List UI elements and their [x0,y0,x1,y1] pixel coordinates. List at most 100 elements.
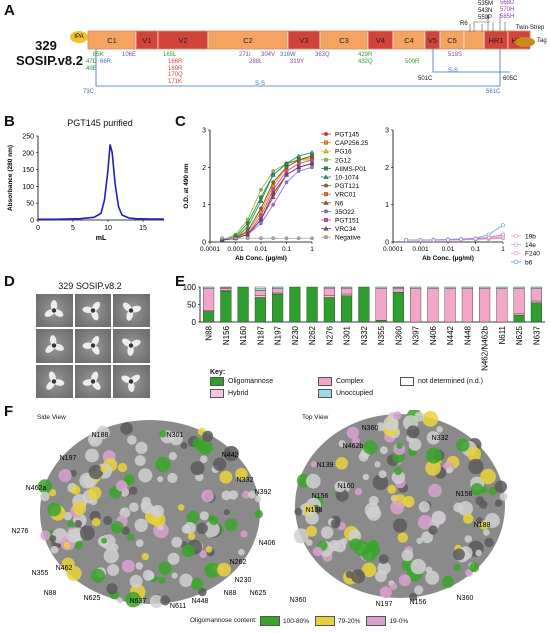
glycan-site-label: N406 [259,540,276,547]
bar-segment [375,320,387,323]
data-point [324,166,328,171]
glycan-site-label: N637 [130,598,147,605]
glycan-blob [406,425,420,439]
oligomannose-legend-item: 100-80% [260,616,309,626]
bar-segment [203,286,215,289]
domain-label: V2 [178,36,187,45]
category-label: N611 [498,325,507,344]
panel-letter-e: E [175,273,186,290]
above-label: 568D [500,0,515,6]
series-line [222,155,313,241]
domain-label: V1 [142,36,151,45]
key-item: Unoccupied [318,389,373,398]
glycan-site-label: N188 [92,432,109,439]
glycan-site-label: N360 [457,595,474,602]
domain-label: V3 [299,36,308,45]
glycan-blob [364,502,380,518]
glycan-blob [171,536,183,548]
category-label: N332 [360,325,369,345]
glycan-blob [416,537,423,544]
trimer-blob [121,374,141,392]
data-point [310,165,314,170]
glycan-blob [129,574,143,588]
glycan-site-label: N88 [44,590,57,597]
glycan-blob [428,483,442,498]
data-point [324,209,328,214]
glycan-blob [63,511,72,521]
construct-line2: SOSIP.v8.2 [16,53,83,68]
glycan-site-label: N156 [456,491,473,498]
axes [392,130,503,243]
category-label: N262 [308,325,317,345]
data-point [324,235,328,240]
data-point [324,218,328,222]
glycan-blob [47,502,62,517]
glycan-blob [362,473,370,481]
mutation-label: 171K [168,78,183,85]
glycan-blob [453,502,464,513]
y-tick-label: 50 [26,201,34,208]
glycan-blob [151,504,164,518]
mutation-106e: 106E [122,52,137,58]
data-point [245,229,250,233]
y-tick-label: 0 [385,240,389,247]
mutation-label: 47D [86,59,98,65]
glycan-blob [141,552,149,561]
class-average-image [113,329,150,363]
glycan-blob [338,440,346,448]
bar-segment [341,286,353,289]
side-view-model [37,420,263,608]
glycan-blob [305,539,313,546]
glycan-blob [470,483,484,496]
lobe [50,300,58,311]
key-swatch [318,377,332,386]
bar-segment [358,286,370,323]
glycan-blob [204,521,220,538]
glycan-blob [346,426,360,440]
key-item: not determined (n.d.) [400,377,483,386]
glycan-blob [186,511,200,524]
y-tick-label: 1 [385,202,389,209]
oligomannose-legend-item: 79-20% [315,616,360,626]
key-swatch [318,389,332,398]
glycan-blob [219,470,233,484]
glycan-blob [367,539,379,551]
x-tick-label: 0.0001 [383,246,403,253]
x-tick-label: 0.01 [255,246,268,253]
data-point [270,194,276,199]
glycan-bar-chart: 0 50 100 N88 N156 N160 N187 N197 N230 N262 N276 N30… [183,283,545,371]
category-label: N187 [256,325,265,345]
data-point [296,153,302,158]
glycan-site-label: N230 [235,577,252,584]
data-point [284,236,289,241]
category-label: N397 [412,325,421,345]
bar-segment [203,311,215,323]
legend-label: PGT145 [335,132,360,139]
glycan-blob [349,538,362,551]
class-average-image [74,329,112,363]
glycan-blob [111,543,119,552]
glycan-blob [204,562,221,579]
tag-label: Twin-Strep [512,25,548,32]
glycan-blob [417,514,433,530]
glycan-key: Oligomannose Complex not determined (n.d.)… [210,377,530,401]
glycan-site-label: N160 [338,483,355,490]
glycan-blob [205,546,213,553]
glycan-site-label: N332 [432,435,449,442]
legend-label: 35O22 [335,209,355,216]
glycan-blob [330,519,341,529]
legend-label: 19-0% [389,617,409,625]
tag-line2: Tag [537,38,547,44]
trimer-blob [123,302,142,321]
x-tick-label: 0.1 [471,246,480,253]
glycan-blob [147,572,155,580]
glycan-blob [480,468,496,485]
glycan-blob [37,479,53,494]
glycan-blob [293,528,309,544]
glycan-blob [456,438,470,452]
elisa-charts: 0 1 2 3 0.0001 0.001 0.01 0.1 1 Ab Conc. (µg/ml) O… [183,128,540,269]
glycan-blob [431,510,446,525]
mutation-label: 49E [86,66,97,72]
data-point [258,198,264,203]
above-label: 543N [478,8,493,14]
